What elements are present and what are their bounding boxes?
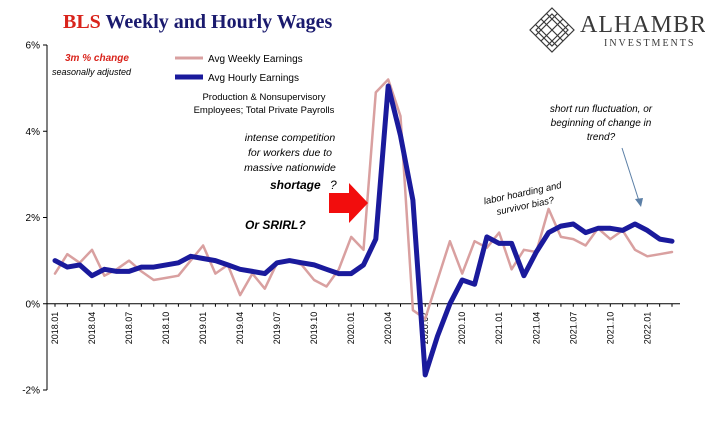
x-tick-label: 2020.01 [346, 312, 356, 345]
diamond-lattice-icon [529, 7, 575, 53]
annotation-intense-3: massive nationwide [244, 162, 336, 174]
annotation-srirl: Or SRIRL? [245, 218, 306, 232]
x-tick-label: 2020.10 [457, 312, 467, 345]
annotation-intense-2: for workers due to [248, 147, 332, 159]
y-tick-label: -2% [22, 386, 40, 397]
subtitle-line-2: Employees; Total Private Payrolls [194, 105, 335, 116]
x-tick-label: 2021.01 [494, 312, 504, 345]
x-tick-label: 2022.01 [642, 312, 652, 345]
note-3m-change: 3m % change [65, 53, 129, 64]
x-tick-label: 2019.10 [309, 312, 319, 345]
series-line-hourly [52, 83, 675, 378]
axes [46, 45, 680, 390]
x-tick-label: 2018.01 [50, 312, 60, 345]
x-tick-label: 2018.07 [124, 312, 134, 345]
title-prefix: BLS [63, 11, 101, 33]
annotation-short-run-1: short run fluctuation, or [550, 104, 653, 115]
chart-title: BLS Weekly and Hourly Wages [63, 11, 332, 34]
logo-name: ALHAMBRA [580, 12, 705, 38]
legend-label-hourly: Avg Hourly Earnings [208, 73, 299, 84]
y-tick-label: 2% [26, 213, 41, 224]
note-seasonally-adjusted: seasonally adjusted [52, 67, 132, 77]
x-tick-label: 2021.10 [605, 312, 615, 345]
x-tick-label: 2021.04 [531, 312, 541, 345]
series-line-weekly [53, 78, 674, 321]
annotation-shortage: shortage [270, 178, 321, 192]
annotation-short-run-2: beginning of change in [551, 118, 652, 129]
legend-label-weekly: Avg Weekly Earnings [208, 54, 303, 65]
annotation-shortage-q: ? [330, 178, 337, 192]
x-tick-label: 2019.01 [198, 312, 208, 345]
blue-arrow-icon [621, 147, 643, 207]
subtitle-line-1: Production & Nonsupervisory [202, 92, 325, 103]
annotation-short-run-3: trend? [587, 132, 616, 143]
x-tick-label: 2019.04 [235, 312, 245, 345]
legend: Avg Weekly Earnings Avg Hourly Earnings [175, 54, 303, 84]
alhambra-logo: ALHAMBRA INVESTMENTS [528, 6, 705, 54]
y-tick-label: 6% [26, 41, 41, 52]
x-tick-label: 2021.07 [568, 312, 578, 345]
y-tick-label: 0% [26, 299, 41, 310]
x-tick-label: 2020.04 [383, 312, 393, 345]
title-rest: Weekly and Hourly Wages [105, 11, 333, 33]
x-tick-label: 2020.07 [420, 312, 430, 345]
annotation-intense-1: intense competition [245, 132, 336, 144]
x-tick-label: 2019.07 [272, 312, 282, 345]
logo-subtitle: INVESTMENTS [604, 38, 696, 49]
red-arrow-icon [329, 183, 368, 223]
series-layer [52, 78, 675, 378]
x-ticks: 2018.01 2018.04 2018.07 2018.10 2019.01 2019.… [50, 303, 673, 345]
y-tick-label: 4% [26, 127, 41, 138]
x-tick-label: 2018.10 [161, 312, 171, 345]
x-tick-label: 2018.04 [87, 312, 97, 345]
y-ticks: -2% 0% 2% 4% 6% [22, 41, 47, 397]
annotation-labor-group: labor hoarding and survivor bias? [483, 180, 563, 218]
